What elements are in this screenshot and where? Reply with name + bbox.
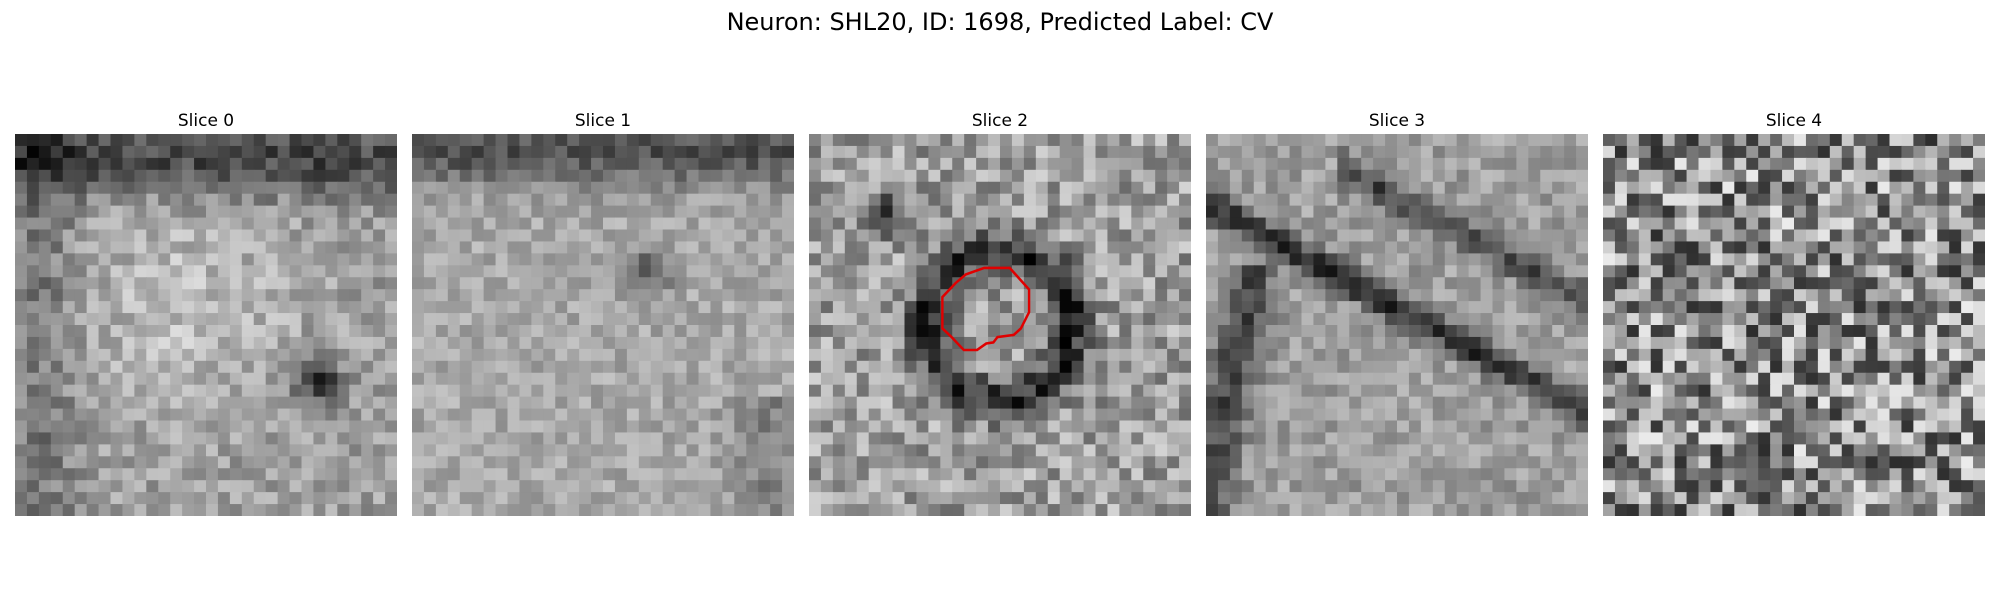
slice-title: Slice 3 <box>1206 108 1588 134</box>
slice-panel-4: Slice 4 <box>1603 108 1985 516</box>
slice-title: Slice 1 <box>412 108 794 134</box>
slice-image-1 <box>412 134 794 516</box>
figure-title: Neuron: SHL20, ID: 1698, Predicted Label… <box>0 8 2000 36</box>
slice-panel-0: Slice 0 <box>15 108 397 516</box>
slice-title: Slice 4 <box>1603 108 1985 134</box>
slice-panel-1: Slice 1 <box>412 108 794 516</box>
slice-image-4 <box>1603 134 1985 516</box>
slice-title: Slice 0 <box>15 108 397 134</box>
slice-image-0 <box>15 134 397 516</box>
slice-image-2 <box>809 134 1191 516</box>
slice-panel-3: Slice 3 <box>1206 108 1588 516</box>
slice-panel-2: Slice 2 <box>809 108 1191 516</box>
slice-image-3 <box>1206 134 1588 516</box>
slice-title: Slice 2 <box>809 108 1191 134</box>
